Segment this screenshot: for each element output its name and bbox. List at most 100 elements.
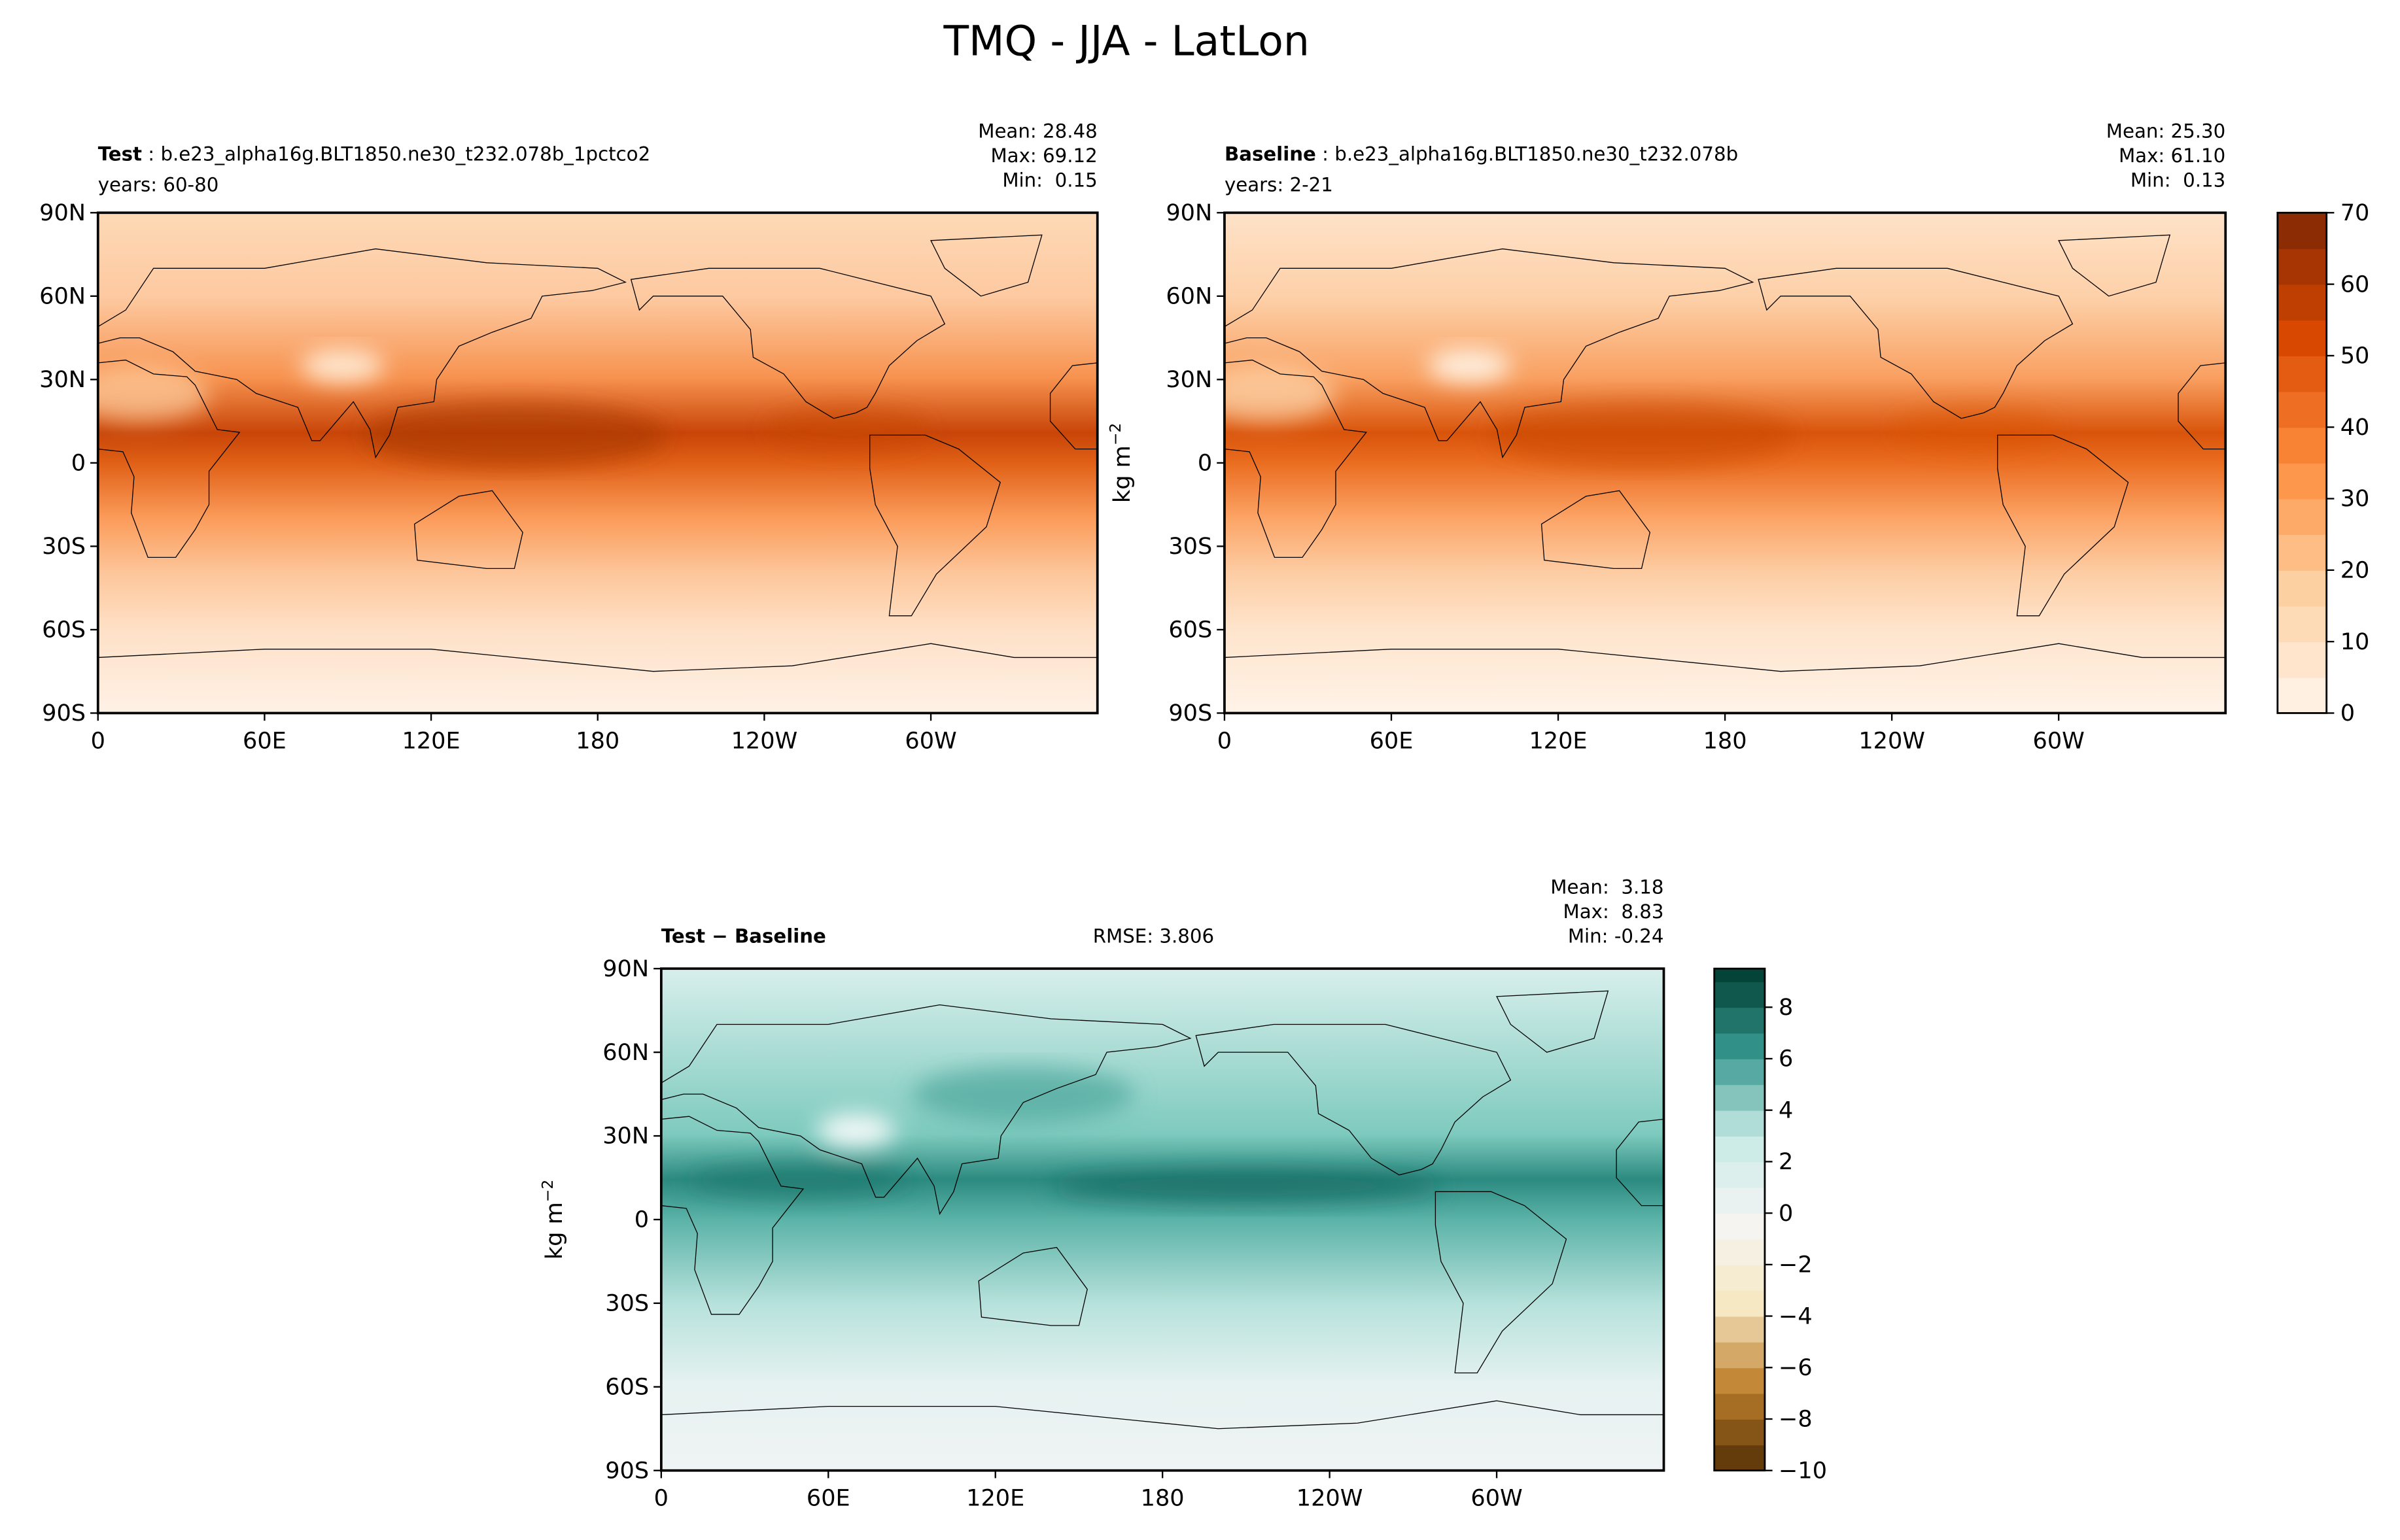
colorbar-band: [1714, 1058, 1765, 1086]
y-tick-label: 90S: [42, 700, 86, 727]
units-label: kg m−2: [538, 1180, 568, 1259]
units: kg m: [1109, 445, 1136, 503]
panel-name: Baseline: [1225, 143, 1316, 165]
stat: Min: -0.24: [1568, 925, 1664, 947]
y-tick-label: 30S: [42, 533, 86, 560]
years: years: 60-80: [98, 174, 219, 196]
colorbar-band: [1714, 981, 1765, 1008]
x-tick-label: 120W: [731, 727, 798, 754]
units-exponent: −2: [538, 1180, 557, 1202]
colorbar-band: [1714, 1110, 1765, 1137]
colorbar-band: [1714, 1341, 1765, 1369]
colorbar-band: [1714, 1393, 1765, 1420]
colorbar-tick-label: 60: [2340, 271, 2370, 298]
colorbar-tick-label: −4: [1779, 1303, 1813, 1329]
x-tick-label: 60W: [1470, 1485, 1522, 1512]
x-tick-label: 60W: [2033, 727, 2085, 754]
colorbar-band: [2277, 677, 2327, 714]
stat: Max: 8.83: [1563, 900, 1664, 923]
y-tick-label: 0: [71, 450, 86, 477]
x-tick-label: 60W: [905, 727, 956, 754]
y-tick-label: 90N: [39, 199, 86, 226]
colorbar-band: [2277, 606, 2327, 643]
y-tick-label: 90N: [602, 955, 649, 982]
colorbar-tick-label: 2: [1779, 1148, 1793, 1175]
colorbar-tick-label: 0: [2340, 700, 2355, 727]
panel-label: Test : b.e23_alpha16g.BLT1850.ne30_t232.…: [98, 143, 650, 165]
y-tick-label: 30N: [39, 366, 86, 393]
colorbar-tick-label: 20: [2340, 557, 2370, 584]
units-label: kg m−2: [1106, 423, 1136, 503]
panel-label: Test − Baseline: [661, 925, 826, 947]
colorbar-tick-label: 4: [1779, 1097, 1793, 1123]
y-tick-label: 30S: [1168, 533, 1212, 560]
years: years: 2-21: [1225, 174, 1333, 196]
colorbar-tick-label: 8: [1779, 994, 1793, 1021]
y-tick-label: 60N: [602, 1039, 649, 1066]
colorbar-band: [1714, 1239, 1765, 1265]
colorbar-band: [1714, 1290, 1765, 1317]
x-tick-label: 120W: [1296, 1485, 1363, 1512]
colorbar-band: [1714, 1418, 1765, 1446]
stat: Max: 69.12: [990, 145, 1097, 167]
colorbar-band: [2277, 498, 2327, 536]
x-tick-label: 120W: [1858, 727, 1925, 754]
units-exponent: −2: [1106, 423, 1124, 445]
y-tick-label: 30N: [1166, 366, 1212, 393]
x-tick-label: 120E: [966, 1485, 1024, 1512]
colorbar-band: [2277, 570, 2327, 607]
stat: Mean: 25.30: [2106, 120, 2226, 143]
case-name: : b.e23_alpha16g.BLT1850.ne30_t232.078b_…: [142, 143, 650, 165]
colorbar-band: [2277, 427, 2327, 464]
x-tick-label: 0: [1217, 727, 1232, 754]
stat: Min: 0.13: [2130, 169, 2225, 192]
figure-title: TMQ - JJA - LatLon: [943, 16, 1309, 65]
y-tick-label: 60S: [42, 617, 86, 643]
x-tick-label: 180: [1141, 1485, 1185, 1512]
x-tick-label: 0: [654, 1485, 669, 1512]
colorbar-tick-label: 50: [2340, 343, 2370, 369]
x-tick-label: 60E: [243, 727, 287, 754]
colorbar-band: [1714, 1033, 1765, 1059]
y-tick-label: 30S: [605, 1290, 649, 1317]
y-tick-label: 60S: [605, 1374, 649, 1401]
colorbar-tick-label: −10: [1779, 1457, 1827, 1484]
x-tick-label: 120E: [402, 727, 461, 754]
colorbar-tick-label: 6: [1779, 1046, 1793, 1072]
colorbar-band: [2277, 213, 2327, 249]
colorbar-band: [1714, 1316, 1765, 1343]
colorbar-band: [1714, 1264, 1765, 1292]
colorbar-band: [1714, 1161, 1765, 1188]
y-tick-label: 90S: [1168, 700, 1212, 727]
stat: Min: 0.15: [1002, 169, 1097, 192]
y-tick-label: 60S: [1168, 617, 1212, 643]
colorbar-band: [2277, 320, 2327, 356]
colorbar-band: [1714, 1084, 1765, 1111]
y-tick-label: 30N: [602, 1123, 649, 1150]
colorbar-band: [1714, 1367, 1765, 1394]
stat: Mean: 28.48: [978, 120, 1098, 143]
stat: Max: 61.10: [2119, 145, 2225, 167]
colorbar-tick-label: 30: [2340, 485, 2370, 512]
colorbar-band: [1714, 1136, 1765, 1163]
rmse: RMSE: 3.806: [1093, 925, 1214, 947]
x-tick-label: 180: [576, 727, 619, 754]
colorbar-band: [2277, 391, 2327, 428]
colorbar-tick-label: −6: [1779, 1354, 1813, 1381]
y-tick-label: 90N: [1166, 199, 1212, 226]
colorbar-frame: [1713, 967, 1766, 1472]
colorbar-tick-label: 70: [2340, 199, 2370, 226]
x-tick-label: 0: [91, 727, 105, 754]
colorbar-band: [1714, 1445, 1765, 1471]
contour-field: [661, 968, 1664, 1470]
colorbar-band: [2277, 284, 2327, 321]
x-tick-label: 60E: [807, 1485, 850, 1512]
colorbar-band: [2277, 642, 2327, 678]
colorbar-frame: [2276, 211, 2328, 714]
y-tick-label: 90S: [605, 1457, 649, 1484]
colorbar-tick-label: 0: [1779, 1200, 1793, 1227]
stat: Mean: 3.18: [1550, 876, 1663, 898]
y-tick-label: 60N: [39, 283, 86, 310]
panel-label: Baseline : b.e23_alpha16g.BLT1850.ne30_t…: [1225, 143, 1738, 165]
